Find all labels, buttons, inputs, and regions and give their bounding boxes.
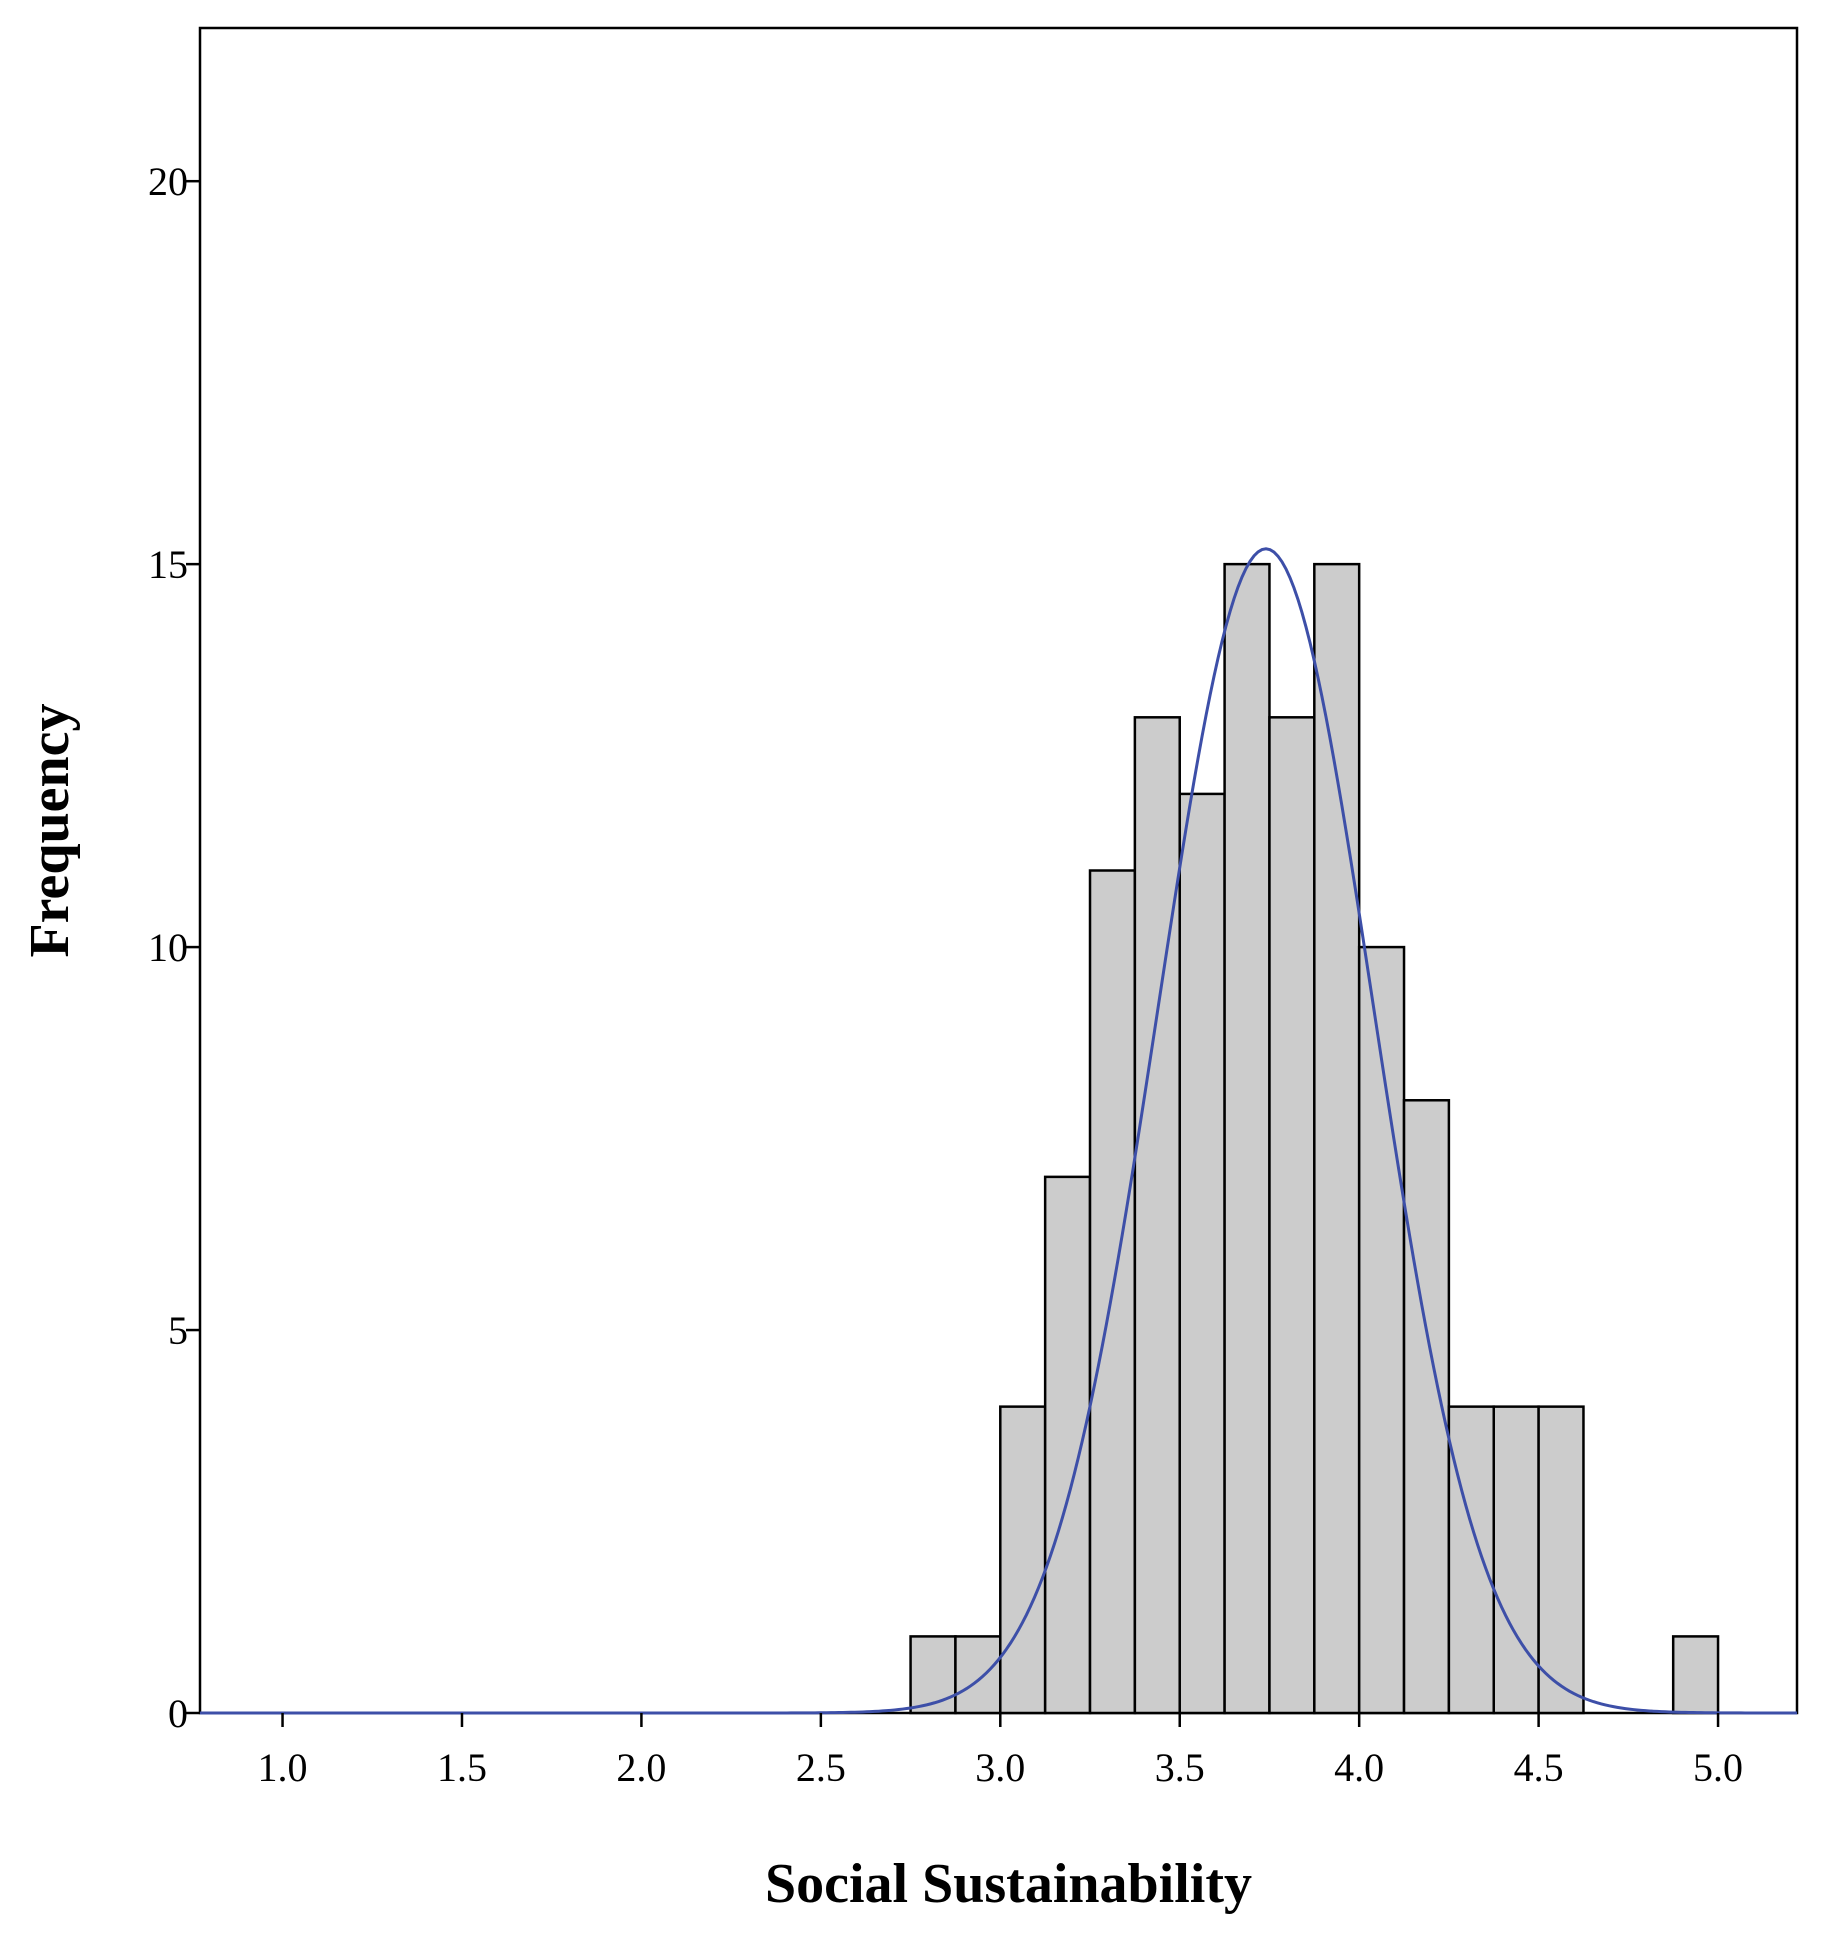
histogram-bar [1088,869,1137,1715]
histogram-bar [1313,562,1361,1715]
histogram-bar [1537,1405,1585,1715]
y-tick-label: 10 [148,925,188,970]
histogram-bar [1268,716,1316,1715]
x-tick-label: 1.0 [258,1745,308,1790]
histogram-bar [1223,562,1271,1715]
y-tick-label: 5 [168,1308,188,1353]
x-tick-label: 3.0 [975,1745,1025,1790]
histogram-bar [954,1635,1002,1715]
histogram-bar [1043,1175,1092,1715]
histogram-bar [1178,792,1226,1715]
x-tick-label: 4.5 [1514,1745,1564,1790]
y-tick-label: 0 [168,1691,188,1736]
x-axis: 1.0 1.5 2.0 2.5 3.0 3.5 4.0 4.5 5.0 [258,1713,1743,1790]
x-tick-label: 3.5 [1155,1745,1205,1790]
histogram-bar [1492,1405,1540,1715]
x-tick-label: 5.0 [1693,1745,1743,1790]
x-tick-label: 1.5 [437,1745,487,1790]
histogram-bar [909,1635,957,1715]
x-axis-title: Social Sustainability [765,1853,1252,1915]
histogram-bar [1447,1405,1495,1715]
histogram-bars [909,562,1720,1715]
y-tick-label: 20 [148,159,188,204]
y-axis: 0 5 10 15 20 [148,159,200,1736]
normal-curve [200,547,1797,1715]
x-tick-label: 4.0 [1334,1745,1384,1790]
histogram-bar [1671,1635,1720,1715]
x-tick-label: 2.5 [796,1745,846,1790]
y-axis-title: Frequency [19,703,81,957]
histogram-bar [1133,716,1181,1715]
histogram-bar [1357,945,1406,1715]
x-tick-label: 2.0 [616,1745,666,1790]
y-tick-label: 15 [148,542,188,587]
histogram-bar [999,1405,1047,1715]
